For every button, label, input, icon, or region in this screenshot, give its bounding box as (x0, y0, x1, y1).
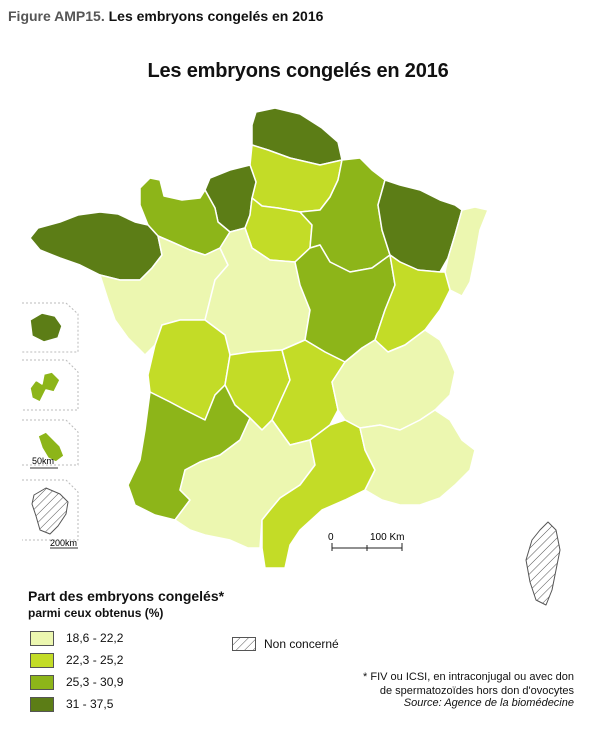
legend-swatch (30, 674, 54, 690)
scale-bar: 0 100 Km (328, 532, 404, 551)
region-alsace (444, 206, 489, 297)
region-guyane (31, 487, 69, 535)
legend-not-concerned: Non concerné (232, 637, 339, 651)
figure-title: Les embryons congelés en 2016 (108, 8, 324, 24)
map-title: Les embryons congelés en 2016 (147, 60, 449, 82)
not-concerned-label: Non concerné (264, 637, 339, 651)
region-midi-pyrenees (174, 417, 316, 549)
figure-number: Figure AMP15. (8, 8, 105, 24)
inset-frame-guyane (22, 479, 79, 541)
legend-item: 31 - 37,5 (30, 696, 113, 712)
region-la-reunion (29, 312, 63, 343)
inset-scale-small-label: 50km (32, 456, 54, 466)
region-franche-comte (374, 254, 451, 353)
region-bretagne (29, 211, 163, 281)
legend-swatch (30, 652, 54, 668)
legend-item: 18,6 - 22,2 (30, 630, 123, 646)
region-corse (525, 521, 561, 606)
scale-bar-zero: 0 (328, 532, 334, 543)
legend-swatch (30, 630, 54, 646)
legend-label: 25,3 - 30,9 (66, 675, 124, 689)
footnote-line-2: de spermatozoïdes hors don d'ovocytes (379, 685, 574, 697)
legend-label: 18,6 - 22,2 (66, 631, 124, 645)
inset-frame-guadeloupe (22, 359, 79, 411)
inset-frame-martinique (22, 419, 79, 466)
legend-item: 22,3 - 25,2 (30, 652, 123, 668)
figure-label: Figure AMP15. Les embryons congelés en 2… (8, 8, 323, 24)
inset-frame-reunion (22, 302, 79, 353)
hatch-swatch (232, 637, 256, 651)
footnote-line-1: * FIV ou ICSI, en intraconjugal ou avec … (363, 671, 574, 683)
region-guadeloupe (29, 371, 61, 403)
scale-bar-label: 100 Km (370, 532, 404, 543)
footnote: * FIV ou ICSI, en intraconjugal ou avec … (363, 670, 574, 698)
legend-swatch (30, 696, 54, 712)
legend-label: 31 - 37,5 (66, 697, 114, 711)
legend-label: 22,3 - 25,2 (66, 653, 124, 667)
inset-scale-large-label: 200km (50, 538, 77, 548)
legend-subtitle: parmi ceux obtenus (%) (28, 606, 164, 620)
legend-title: Part des embryons congelés* (28, 588, 225, 604)
legend-item: 25,3 - 30,9 (30, 674, 123, 690)
region-provence-alpes-cote-dazur (359, 409, 476, 506)
region-martinique (37, 431, 65, 463)
source: Source: Agence de la biomédecine (403, 697, 574, 709)
